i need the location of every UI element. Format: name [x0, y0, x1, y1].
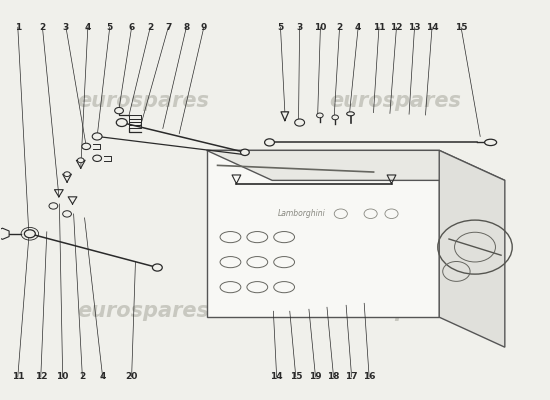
Circle shape — [63, 211, 72, 217]
Circle shape — [295, 119, 305, 126]
Circle shape — [114, 108, 123, 114]
Ellipse shape — [485, 139, 497, 146]
Text: 4: 4 — [85, 23, 91, 32]
Text: 2: 2 — [79, 372, 85, 381]
Text: 18: 18 — [327, 372, 340, 381]
Circle shape — [332, 115, 338, 120]
Text: 2: 2 — [147, 23, 153, 32]
Text: 13: 13 — [408, 23, 421, 32]
Circle shape — [152, 264, 162, 271]
Circle shape — [49, 203, 58, 209]
Text: Lamborghini: Lamborghini — [278, 209, 326, 218]
Circle shape — [82, 143, 91, 150]
Text: 3: 3 — [63, 23, 69, 32]
Text: eurospares: eurospares — [329, 301, 461, 321]
Polygon shape — [207, 150, 505, 180]
Text: 2: 2 — [337, 23, 343, 32]
Text: 15: 15 — [455, 23, 468, 32]
Text: 12: 12 — [390, 23, 403, 32]
Circle shape — [93, 155, 102, 162]
Text: 4: 4 — [100, 372, 106, 381]
Ellipse shape — [346, 112, 354, 116]
Text: 11: 11 — [373, 23, 385, 32]
Circle shape — [265, 139, 274, 146]
Text: 11: 11 — [12, 372, 24, 381]
Text: eurospares: eurospares — [329, 91, 461, 111]
Text: 10: 10 — [57, 372, 69, 381]
Text: 8: 8 — [183, 23, 189, 32]
Text: 1: 1 — [15, 23, 21, 32]
Text: 15: 15 — [289, 372, 302, 381]
Circle shape — [317, 113, 323, 118]
Text: 5: 5 — [277, 23, 284, 32]
Text: 14: 14 — [271, 372, 283, 381]
Text: eurospares: eurospares — [78, 91, 210, 111]
Text: 4: 4 — [355, 23, 361, 32]
Circle shape — [78, 158, 84, 163]
Circle shape — [240, 149, 249, 156]
Text: 7: 7 — [165, 23, 172, 32]
Circle shape — [64, 172, 70, 176]
Circle shape — [24, 230, 35, 238]
Text: 16: 16 — [363, 372, 375, 381]
Text: 14: 14 — [426, 23, 438, 32]
Text: eurospares: eurospares — [78, 301, 210, 321]
Text: 10: 10 — [314, 23, 327, 32]
Text: 2: 2 — [39, 23, 46, 32]
Text: 17: 17 — [345, 372, 358, 381]
Text: 3: 3 — [296, 23, 303, 32]
FancyBboxPatch shape — [207, 150, 439, 317]
Text: 19: 19 — [309, 372, 322, 381]
Polygon shape — [439, 150, 505, 347]
Text: 12: 12 — [35, 372, 47, 381]
Circle shape — [92, 133, 102, 140]
Text: 20: 20 — [125, 372, 138, 381]
Text: 9: 9 — [201, 23, 207, 32]
Text: 5: 5 — [107, 23, 113, 32]
Text: 6: 6 — [129, 23, 135, 32]
Circle shape — [116, 118, 127, 126]
